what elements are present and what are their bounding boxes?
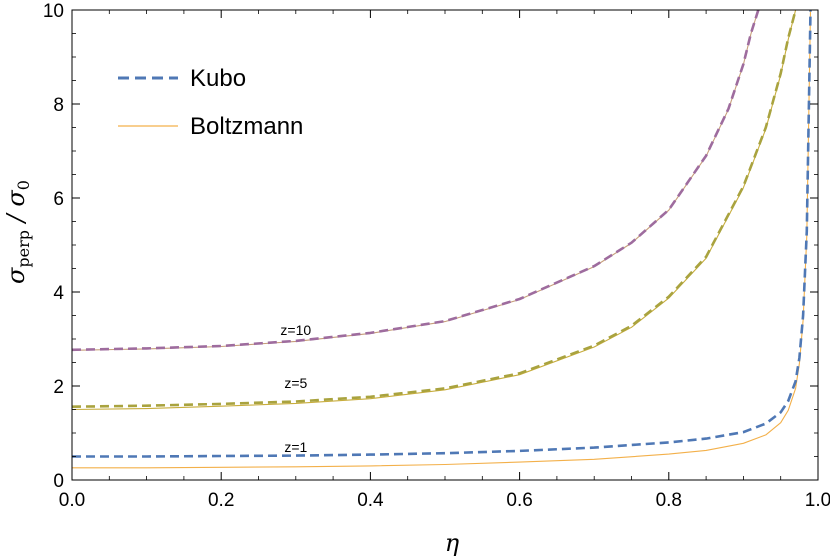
x-tick-label: 0.2: [208, 490, 234, 511]
legend-label-kubo: Kubo: [190, 65, 246, 92]
series-line-kubo-z1: [72, 10, 812, 458]
series-line-boltzmann-z10: [72, 10, 759, 351]
curve-annotations: z=10 z=5 z=1: [280, 322, 311, 455]
series-line-boltzmann-z5: [72, 10, 797, 411]
legend: Kubo Boltzmann: [118, 65, 303, 140]
x-tick-label: 1.0: [805, 490, 830, 511]
x-axis-label: η: [445, 529, 460, 557]
y-tick-label: 4: [53, 283, 64, 304]
x-tick-label: 0.6: [506, 490, 532, 511]
series-line-boltzmann-z1: [72, 10, 812, 469]
y-label-sigma: σ: [2, 267, 30, 284]
axis-ticks: 0.0 0.2 0.4 0.6 0.8 1.0 0 2 4 6 8 10: [43, 1, 830, 511]
y-label-slash: /: [2, 207, 30, 230]
plot-frame: [71, 9, 819, 481]
curve-annotation: z=5: [284, 375, 307, 391]
y-tick-label: 6: [53, 189, 64, 210]
y-label-zero-subscript: 0: [14, 180, 33, 190]
y-tick-label: 10: [43, 1, 64, 22]
y-label-sigma-zero: σ: [2, 190, 30, 207]
y-tick-label: 8: [53, 95, 64, 116]
plot-border: [71, 9, 819, 481]
y-axis-title: σperp / σ0: [2, 180, 33, 284]
x-axis-title: η: [445, 529, 460, 557]
x-tick-label: 0.0: [59, 490, 85, 511]
series-line-kubo-z10: [72, 10, 760, 352]
curve-annotation: z=1: [284, 439, 307, 455]
y-axis-label: σperp / σ0: [2, 180, 33, 284]
y-tick-label: 2: [53, 377, 64, 398]
series-layer: [72, 10, 812, 469]
x-tick-label: 0.8: [656, 490, 682, 511]
y-label-perp-subscript: perp: [14, 230, 33, 268]
x-tick-label: 0.4: [357, 490, 384, 511]
curve-annotation: z=10: [280, 322, 311, 338]
y-tick-label: 0: [53, 471, 64, 492]
legend-label-boltzmann: Boltzmann: [190, 113, 303, 140]
series-line-kubo-z5: [72, 10, 797, 408]
